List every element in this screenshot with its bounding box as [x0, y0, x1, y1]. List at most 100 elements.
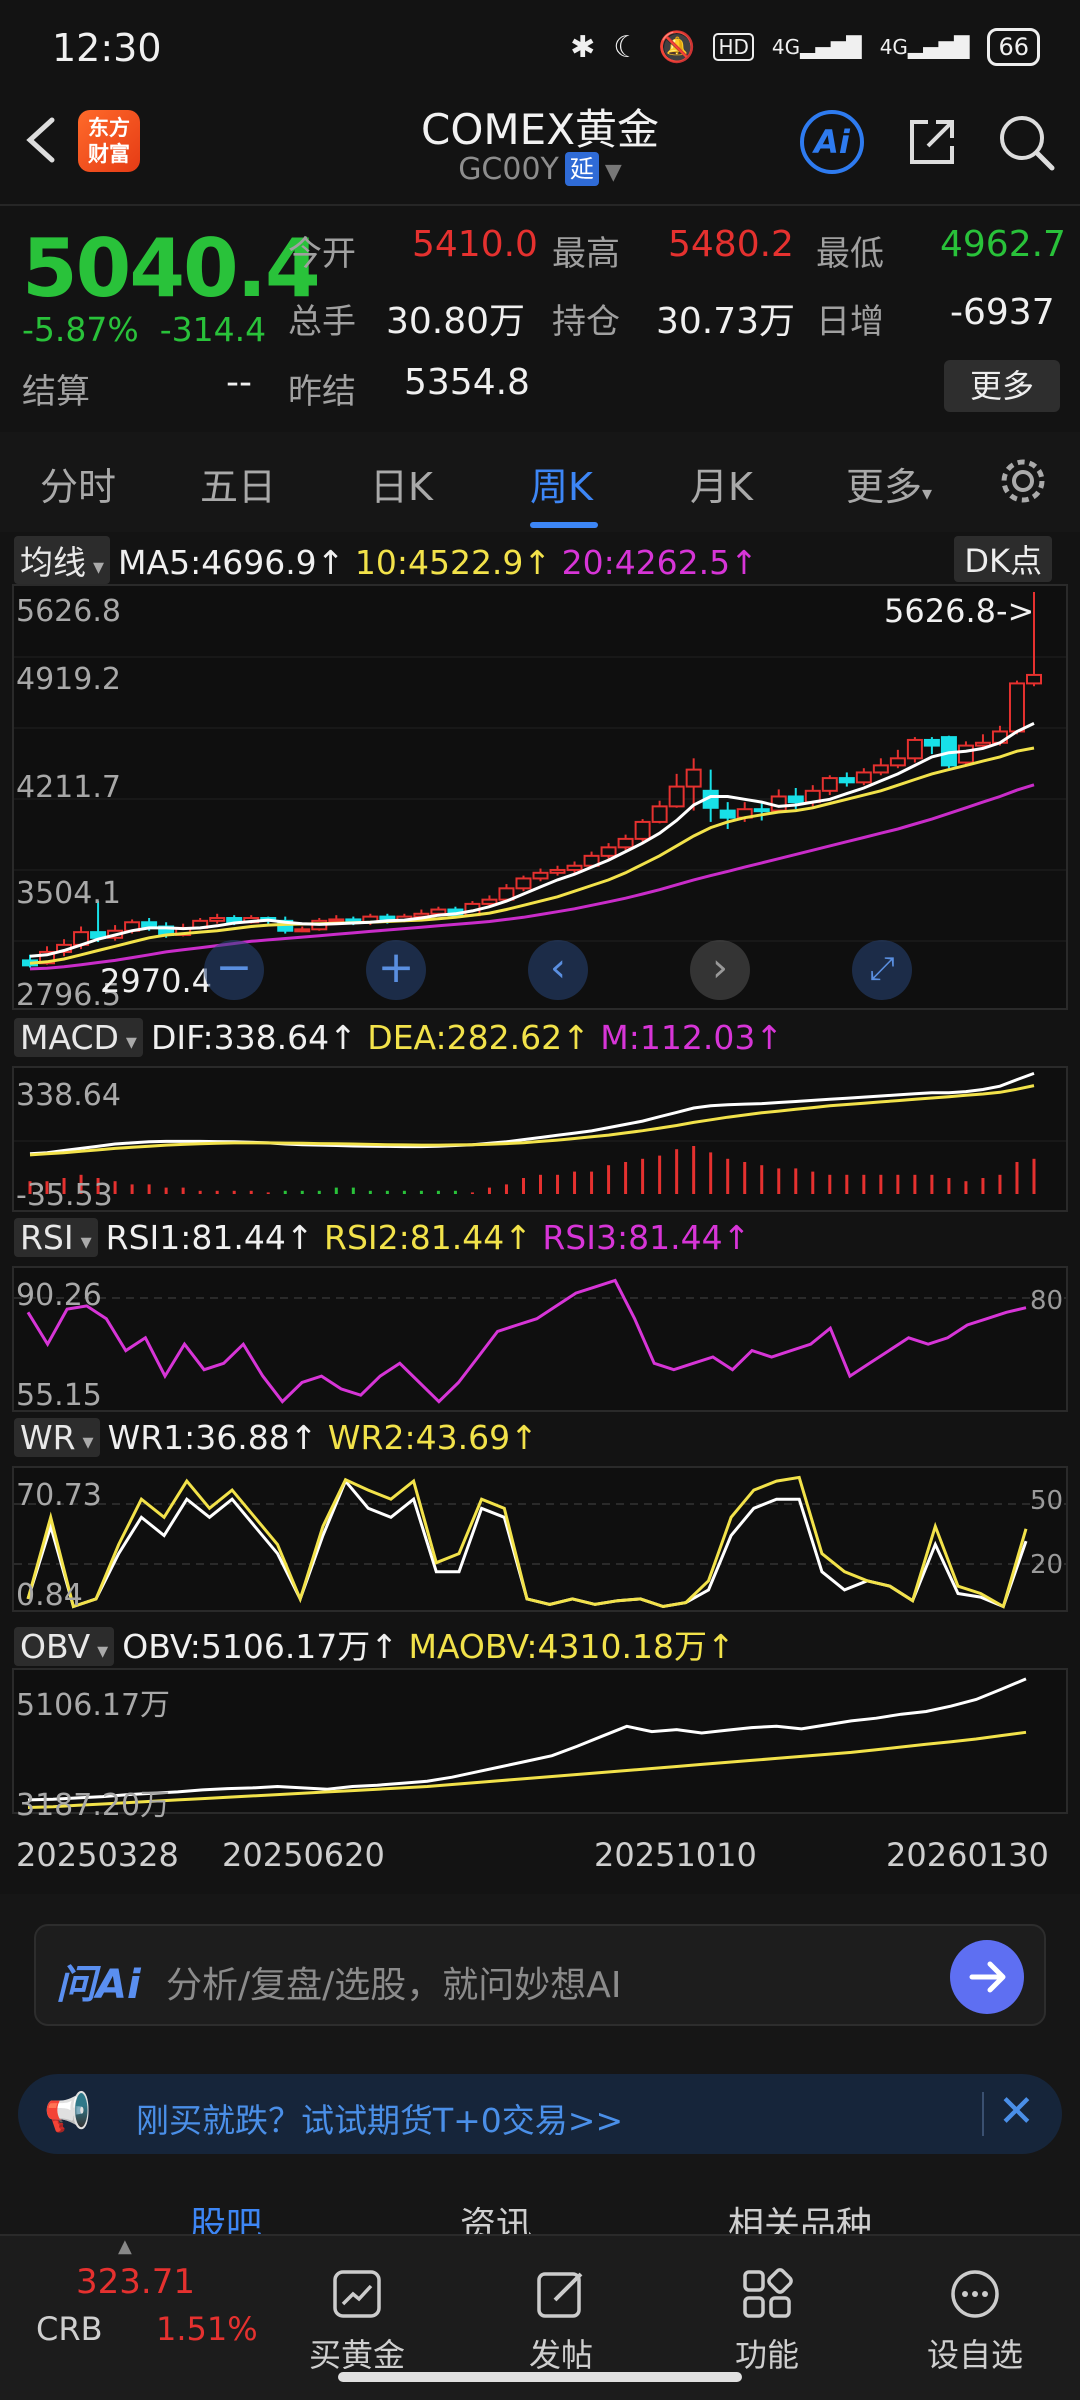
- candle-body: [855, 771, 872, 784]
- functions-button[interactable]: 功能: [692, 2266, 842, 2376]
- candle-body: [838, 777, 855, 784]
- candle-body: [1026, 673, 1042, 685]
- candle-body: [1008, 682, 1025, 733]
- obv-top-tick: 5106.17万: [16, 1688, 171, 1723]
- rsi-top-tick: 90.26: [16, 1278, 102, 1313]
- candle-body: [141, 921, 158, 928]
- candle-body: [923, 738, 940, 747]
- maobv-value: MAOBV:4310.18万: [408, 1627, 707, 1666]
- wr-ref2-label: 20: [1030, 1550, 1064, 1580]
- candle-body: [753, 808, 770, 813]
- candle-body: [787, 795, 804, 804]
- more-button[interactable]: 更多: [944, 360, 1060, 412]
- wr-bottom-tick: 0.84: [16, 1578, 83, 1613]
- crb-index[interactable]: ▲ 323.71 CRB 1.51%: [0, 2236, 280, 2366]
- volume-label: 总手: [288, 302, 356, 342]
- edit-icon: [537, 2272, 583, 2318]
- bottom-action-bar: ▲ 323.71 CRB 1.51% 买黄金 发帖 功能 设自选: [0, 2234, 1080, 2400]
- obv-bottom-tick: 3187.20万: [16, 1788, 171, 1823]
- wr-chart[interactable]: [12, 1466, 1068, 1612]
- macd-selector[interactable]: MACD: [14, 1018, 143, 1057]
- ma5-line: [29, 722, 1035, 958]
- ai-send-button[interactable]: [950, 1940, 1024, 2014]
- add-watchlist-button[interactable]: 设自选: [900, 2266, 1050, 2376]
- tab-related[interactable]: 相关品种: [728, 2205, 873, 2234]
- date-label-2: 20251010: [594, 1836, 757, 1874]
- tab-news[interactable]: 资讯: [460, 2205, 533, 2234]
- back-button[interactable]: [18, 110, 68, 170]
- last-price: 5040.4: [22, 222, 321, 315]
- grid-icon: [743, 2268, 793, 2318]
- dk-point-button[interactable]: DK点: [954, 536, 1052, 582]
- tab-intraday[interactable]: 分时: [40, 465, 117, 509]
- scroll-left-button[interactable]: ‹: [528, 940, 588, 1000]
- high-value: 5480.2: [668, 224, 794, 265]
- zoom-in-button[interactable]: +: [366, 940, 426, 1000]
- rsi3-value: RSI3:81.44: [542, 1218, 723, 1257]
- post-button[interactable]: 发帖: [486, 2266, 636, 2376]
- megaphone-icon: 📢: [44, 2090, 92, 2134]
- prev-settle-value: 5354.8: [404, 362, 530, 403]
- macd-bottom-tick: -35.53: [16, 1178, 113, 1213]
- wr-ref1-label: 50: [1030, 1486, 1064, 1516]
- crb-label: CRB: [36, 2310, 103, 2348]
- gear-icon: [1001, 459, 1045, 503]
- divider: [0, 204, 1080, 206]
- candle-body: [651, 805, 668, 823]
- ma-selector[interactable]: 均线: [14, 536, 111, 584]
- fullscreen-button[interactable]: ⤢: [852, 940, 912, 1000]
- wr-selector[interactable]: WR: [14, 1418, 100, 1457]
- buy-gold-button[interactable]: 买黄金: [282, 2266, 432, 2376]
- close-icon[interactable]: ✕: [998, 2086, 1035, 2137]
- tab-five-day[interactable]: 五日: [200, 465, 277, 509]
- price-change: -5.87% -314.4: [22, 310, 267, 349]
- daily-inc-value: -6937: [950, 292, 1055, 333]
- minus-icon: −: [215, 942, 253, 993]
- macd-chart[interactable]: [12, 1066, 1068, 1212]
- chevron-down-icon: ▾: [922, 481, 933, 505]
- ai-button[interactable]: Ai: [800, 110, 864, 174]
- expand-icon: ⤢: [869, 949, 895, 987]
- rsi-chart[interactable]: [12, 1266, 1068, 1412]
- dea-line: [29, 1084, 1035, 1157]
- battery-icon: 66: [987, 28, 1040, 66]
- ma10-value: 10:4522.9: [354, 543, 524, 582]
- ai-ask-bar[interactable]: 问Ai 分析/复盘/选股，就问妙想AI: [34, 1924, 1046, 2026]
- candle-body: [566, 864, 583, 871]
- tab-more[interactable]: 更多▾: [846, 465, 933, 509]
- tab-forum[interactable]: 股吧: [190, 2205, 263, 2234]
- zoom-out-button[interactable]: −: [204, 940, 264, 1000]
- rsi2-value: RSI2:81.44: [324, 1218, 505, 1257]
- share-button[interactable]: [900, 110, 964, 174]
- candlestick-chart[interactable]: [12, 584, 1068, 1010]
- date-label-1: 20250620: [222, 1836, 385, 1874]
- contract-code[interactable]: GC00Y 延 ▼: [458, 152, 622, 187]
- tab-monthly-k[interactable]: 月K: [690, 465, 753, 509]
- home-indicator[interactable]: [338, 2372, 742, 2382]
- wr-header: WRWR1:36.88↑ WR2:43.69↑: [14, 1418, 1066, 1464]
- more-dots-icon: [951, 2270, 999, 2318]
- high-marker: 5626.8->: [884, 592, 1035, 630]
- tab-daily-k[interactable]: 日K: [370, 465, 433, 509]
- obv-selector[interactable]: OBV: [14, 1627, 115, 1666]
- search-button[interactable]: [994, 110, 1058, 174]
- promo-banner[interactable]: 📢 刚买就跌？试试期货T+0交易>> ✕: [18, 2074, 1062, 2154]
- oi-label: 持仓: [552, 302, 620, 342]
- tab-weekly-k[interactable]: 周K: [530, 465, 593, 509]
- settings-button[interactable]: [996, 454, 1050, 508]
- promo-divider: [982, 2092, 984, 2136]
- rsi-header: RSIRSI1:81.44↑ RSI2:81.44↑ RSI3:81.44↑: [14, 1218, 1066, 1264]
- price-tick-1: 4919.2: [16, 662, 121, 697]
- ma20-value: 20:4262.5: [561, 543, 731, 582]
- candle-body: [617, 837, 634, 849]
- ai-input-placeholder[interactable]: 分析/复盘/选股，就问妙想AI: [166, 1965, 622, 2006]
- scroll-right-button[interactable]: ›: [690, 940, 750, 1000]
- obv-chart[interactable]: [12, 1668, 1068, 1814]
- macd-dif: DIF:338.64: [150, 1018, 330, 1057]
- candle-body: [685, 768, 702, 788]
- promo-text[interactable]: 刚买就跌？试试期货T+0交易>>: [136, 2101, 624, 2140]
- macd-dea: DEA:282.62: [367, 1018, 563, 1057]
- rsi-selector[interactable]: RSI: [14, 1218, 98, 1257]
- ma10-line: [29, 746, 1035, 965]
- signal-icon-1: 4G▂▄▆█: [771, 35, 862, 59]
